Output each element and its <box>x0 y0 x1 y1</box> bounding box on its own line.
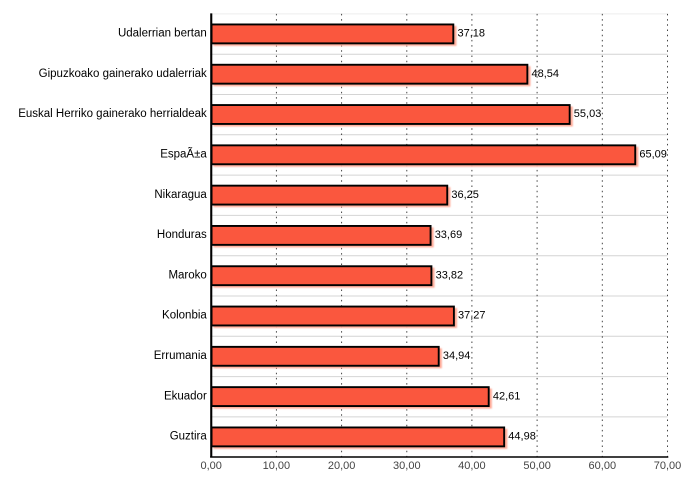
svg-text:40,00: 40,00 <box>458 460 486 472</box>
svg-text:50,00: 50,00 <box>523 460 551 472</box>
svg-text:20,00: 20,00 <box>328 460 356 472</box>
svg-text:Guztira: Guztira <box>170 431 208 443</box>
svg-text:30,00: 30,00 <box>393 460 421 472</box>
svg-text:33,69: 33,69 <box>435 229 463 241</box>
svg-text:55,03: 55,03 <box>574 108 602 120</box>
svg-text:Nikaragua: Nikaragua <box>154 189 207 201</box>
svg-text:37,18: 37,18 <box>458 28 486 40</box>
svg-text:Honduras: Honduras <box>157 229 207 241</box>
svg-text:42,61: 42,61 <box>493 390 521 402</box>
svg-text:0,00: 0,00 <box>200 460 221 472</box>
svg-text:65,09: 65,09 <box>639 149 667 161</box>
svg-text:44,98: 44,98 <box>508 431 536 443</box>
svg-text:70,00: 70,00 <box>654 460 682 472</box>
svg-text:33,82: 33,82 <box>436 269 464 281</box>
svg-text:Euskal Herriko gainerako herri: Euskal Herriko gainerako herrialdeak <box>18 108 207 120</box>
svg-text:Errumania: Errumania <box>154 350 208 362</box>
svg-text:Maroko: Maroko <box>168 269 206 281</box>
svg-text:10,00: 10,00 <box>263 460 291 472</box>
svg-text:60,00: 60,00 <box>589 460 617 472</box>
svg-text:36,25: 36,25 <box>451 189 479 201</box>
svg-text:48,54: 48,54 <box>532 68 560 80</box>
svg-text:EspaÃ±a: EspaÃ±a <box>160 148 207 161</box>
svg-text:Ekuador: Ekuador <box>164 390 207 402</box>
svg-text:Kolonbia: Kolonbia <box>162 310 207 322</box>
svg-text:Gipuzkoako gainerako udalerria: Gipuzkoako gainerako udalerriak <box>39 68 207 80</box>
svg-text:37,27: 37,27 <box>458 310 486 322</box>
svg-text:34,94: 34,94 <box>443 350 471 362</box>
svg-text:Udalerrian bertan: Udalerrian bertan <box>118 28 207 40</box>
